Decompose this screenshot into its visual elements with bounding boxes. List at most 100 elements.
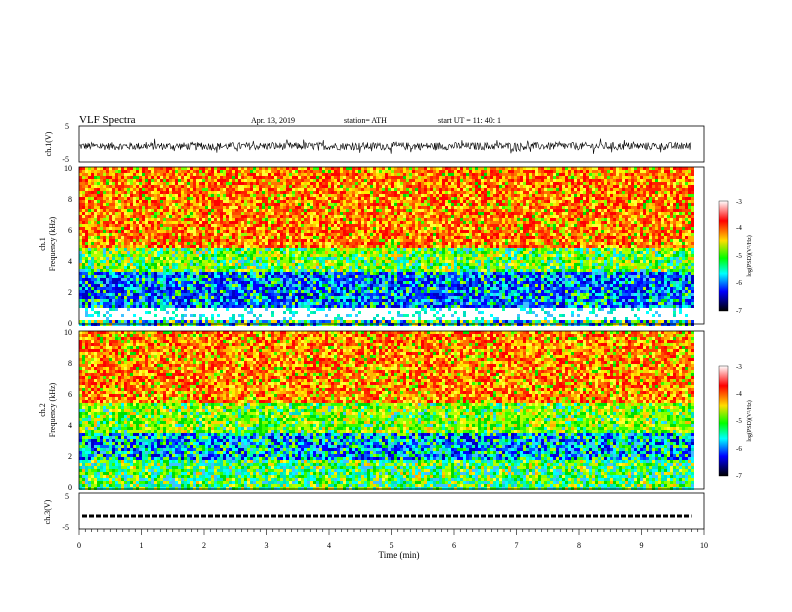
spectrogram-cell [178,287,181,290]
spectrogram-cell [289,185,292,188]
spectrogram-cell [238,272,241,275]
spectrogram-cell [100,287,103,290]
spectrogram-cell [175,248,178,251]
spectrogram-cell [343,275,346,278]
spectrogram-cell [205,257,208,260]
spectrogram-cell [271,257,274,260]
spectrogram-cell [133,236,136,239]
spectrogram-cell [79,257,82,260]
spectrogram-cell [328,281,331,284]
spectrogram-cell [151,245,154,248]
spectrogram-cell [91,206,94,209]
spectrogram-cell [145,278,148,281]
spectrogram-cell [340,167,343,170]
spectrogram-cell [244,242,247,245]
spectrogram-cell [145,239,148,242]
spectrogram-cell [202,200,205,203]
spectrogram-cell [256,263,259,266]
spectrogram-cell [115,323,118,326]
spectrogram-cell [136,278,139,281]
spectrogram-cell [85,287,88,290]
spectrogram-cell [250,230,253,233]
spectrogram-cell [211,254,214,257]
spectrogram-cell [307,266,310,269]
spectrogram-cell [334,248,337,251]
spectrogram-cell [214,251,217,254]
spectrogram-cell [298,227,301,230]
spectrogram-cell [259,215,262,218]
spectrogram-cell [343,224,346,227]
spectrogram-cell [337,302,340,305]
spectrogram-cell [91,257,94,260]
spectrogram-cell [265,194,268,197]
spectrogram-cell [235,305,238,308]
spectrogram-cell [370,260,373,263]
spectrogram-cell [208,173,211,176]
spectrogram-cell [319,203,322,206]
spectrogram-cell [163,308,166,311]
spectrogram-cell [376,245,379,248]
spectrogram-cell [337,215,340,218]
spectrogram-cell [280,197,283,200]
spectrogram-cell [193,200,196,203]
spectrogram-cell [334,188,337,191]
spectrogram-cell [355,239,358,242]
spectrogram-cell [196,236,199,239]
spectrogram-cell [142,251,145,254]
spectrogram-cell [352,287,355,290]
spectrogram-cell [187,248,190,251]
spectrogram-cell [298,218,301,221]
spectrogram-cell [214,320,217,323]
spectrogram-cell [151,323,154,326]
spectrogram-cell [205,239,208,242]
spectrogram-cell [364,290,367,293]
spectrogram-cell [307,302,310,305]
spectrogram-cell [214,224,217,227]
spectrogram-cell [301,248,304,251]
spectrogram-cell [142,224,145,227]
spectrogram-cell [109,167,112,170]
spectrogram-cell [187,320,190,323]
spectrogram-cell [367,230,370,233]
spectrogram-cell [223,320,226,323]
spectrogram-cell [277,167,280,170]
spectrogram-cell [253,233,256,236]
spectrogram-cell [205,266,208,269]
spectrogram-cell [136,203,139,206]
spectrogram-cell [271,254,274,257]
spectrogram-cell [196,242,199,245]
spectrogram-cell [79,281,82,284]
spectrogram-cell [289,209,292,212]
spectrogram-cell [214,206,217,209]
spectrogram-cell [106,323,109,326]
spectrogram-cell [361,290,364,293]
spectrogram-cell [106,299,109,302]
spectrogram-cell [208,323,211,326]
spectrogram-cell [148,236,151,239]
spectrogram-cell [307,323,310,326]
spectrogram-cell [85,200,88,203]
spectrogram-cell [118,266,121,269]
spectrogram-cell [100,254,103,257]
spectrogram-cell [259,245,262,248]
spectrogram-cell [79,167,82,170]
spectrogram-cell [295,281,298,284]
spectrogram-cell [142,266,145,269]
spectrogram-cell [196,299,199,302]
spectrogram-cell [370,206,373,209]
spectrogram-cell [298,278,301,281]
spectrogram-cell [316,197,319,200]
spectrogram-cell [352,203,355,206]
spectrogram-cell [322,173,325,176]
spectrogram-cell [286,191,289,194]
spectrogram-cell [178,263,181,266]
spectrogram-cell [142,269,145,272]
spectrogram-cell [241,305,244,308]
spectrogram-cell [301,242,304,245]
spectrogram-cell [157,209,160,212]
spectrogram-cell [328,188,331,191]
spectrogram-cell [268,296,271,299]
spectrogram-cell [181,203,184,206]
spectrogram-cell [307,212,310,215]
spectrogram-cell [214,299,217,302]
